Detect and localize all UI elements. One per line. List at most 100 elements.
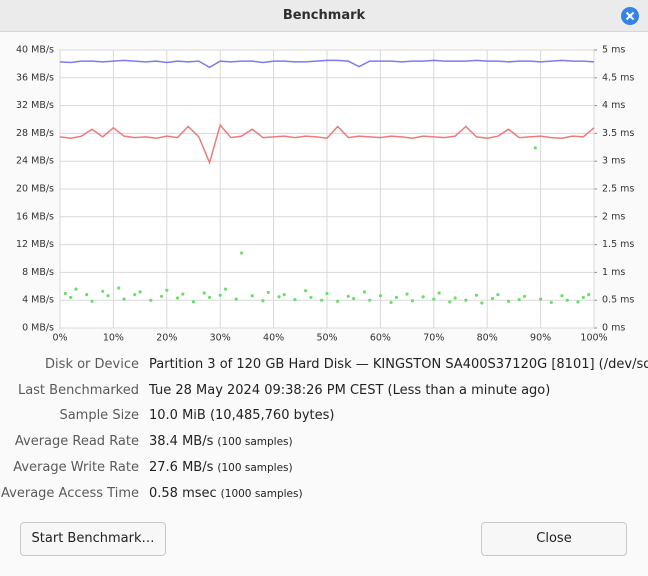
data-point [421, 295, 425, 299]
y2-tick-label: 3.5 ms [602, 128, 634, 139]
data-point [496, 293, 500, 297]
data-point [490, 296, 495, 301]
data-point [378, 294, 382, 298]
x-tick-label: 20% [156, 333, 177, 344]
scatter-group [63, 146, 591, 305]
info-row: Average Read Rate 38.4 MB/s (100 samples) [0, 434, 648, 454]
data-point [266, 290, 270, 295]
data-point [517, 298, 521, 302]
info-value: 27.6 MB/s [149, 460, 214, 475]
data-point [122, 297, 126, 301]
y-tick-label: 4 MB/s [22, 295, 54, 306]
y2-tick-label: 2 ms [602, 211, 625, 222]
y-tick-label: 16 MB/s [16, 211, 54, 222]
data-point [106, 294, 110, 298]
data-point [293, 298, 297, 302]
data-point [560, 294, 564, 298]
info-row: Last Benchmarked Tue 28 May 2024 09:38:26… [0, 383, 648, 403]
close-icon[interactable] [620, 6, 640, 26]
y-tick-label: 12 MB/s [16, 239, 54, 250]
data-point [533, 146, 537, 150]
data-point [63, 291, 67, 296]
data-point [69, 295, 73, 300]
x-tick-label: 100% [580, 333, 607, 344]
data-point [410, 299, 415, 303]
close-button[interactable]: Close [481, 522, 627, 556]
data-point [90, 299, 94, 303]
data-line [59, 123, 595, 165]
x-tick-label: 90% [530, 333, 551, 344]
y-tick-label: 24 MB/s [16, 156, 54, 167]
data-point [368, 298, 372, 302]
data-point [165, 288, 169, 292]
data-point [234, 297, 238, 301]
data-point [362, 290, 366, 294]
dialog-title: Benchmark [282, 8, 366, 23]
data-point [506, 299, 511, 303]
info-note: (100 samples) [217, 462, 293, 474]
data-point [218, 293, 222, 297]
data-point [565, 298, 569, 302]
x-tick-label: 40% [263, 333, 284, 344]
title-bar: Benchmark [0, 0, 648, 32]
info-row: Average Write Rate 27.6 MB/s (100 samples) [0, 460, 648, 480]
data-point [207, 295, 212, 300]
y-tick-label: 0 MB/s [22, 323, 54, 334]
info-label: Average Write Rate [13, 460, 139, 475]
data-point [191, 300, 196, 304]
info-value: Partition 3 of 120 GB Hard Disk — KINGST… [149, 357, 648, 372]
y-tick-label: 32 MB/s [16, 100, 54, 111]
data-point [464, 298, 468, 302]
y2-tick-label: 4 ms [602, 100, 625, 111]
y-tick-label: 36 MB/s [16, 72, 54, 83]
data-point [480, 301, 484, 305]
start-benchmark-button[interactable]: Start Benchmark… [20, 522, 166, 556]
data-point [304, 289, 308, 293]
data-point [453, 296, 457, 300]
x-tick-label: 0% [52, 333, 67, 344]
info-label: Sample Size [59, 408, 139, 423]
data-point [352, 296, 356, 301]
data-point [448, 300, 452, 304]
data-point [549, 300, 553, 305]
info-label: Last Benchmarked [17, 383, 139, 398]
info-value: 10.0 MiB (10,485,760 bytes) [149, 408, 335, 423]
x-tick-label: 10% [103, 333, 124, 344]
info-value-wrap: 38.4 MB/s (100 samples) [149, 434, 293, 449]
data-point [250, 294, 254, 298]
data-point [474, 293, 479, 297]
data-point [117, 286, 121, 290]
data-point [138, 290, 142, 294]
info-value-wrap: 10.0 MiB (10,485,760 bytes) [149, 408, 334, 423]
data-point [277, 295, 281, 299]
info-value: Tue 28 May 2024 09:38:26 PM CEST (Less t… [149, 383, 551, 398]
data-point [587, 293, 591, 297]
y2-tick-label: 1.5 ms [602, 239, 634, 250]
data-point [539, 297, 543, 301]
y2-tick-label: 4.5 ms [602, 72, 634, 83]
data-point [581, 295, 585, 300]
info-value-wrap: Partition 3 of 120 GB Hard Disk — KINGST… [149, 357, 648, 372]
data-point [309, 295, 313, 300]
data-point [405, 292, 409, 296]
info-note: (1000 samples) [220, 488, 303, 500]
x-tick-label: 30% [210, 333, 231, 344]
info-row: Average Access Time 0.58 msec (1000 sample… [0, 486, 648, 506]
y2-tick-label: 0.5 ms [602, 295, 634, 306]
data-point [175, 296, 180, 300]
info-value: 38.4 MB/s [149, 434, 214, 449]
data-point [202, 291, 206, 295]
data-point [133, 293, 137, 297]
info-value: 0.58 msec [149, 486, 217, 501]
info-label: Average Read Rate [14, 434, 139, 449]
data-point [85, 293, 89, 297]
x-tick-label: 80% [477, 333, 498, 344]
info-note: (100 samples) [217, 436, 293, 448]
y2-tick-label: 0 ms [602, 323, 625, 334]
info-label: Disk or Device [45, 357, 139, 372]
data-point [432, 297, 436, 301]
info-label: Average Access Time [1, 486, 139, 501]
data-point [320, 298, 324, 302]
data-point [576, 300, 580, 304]
